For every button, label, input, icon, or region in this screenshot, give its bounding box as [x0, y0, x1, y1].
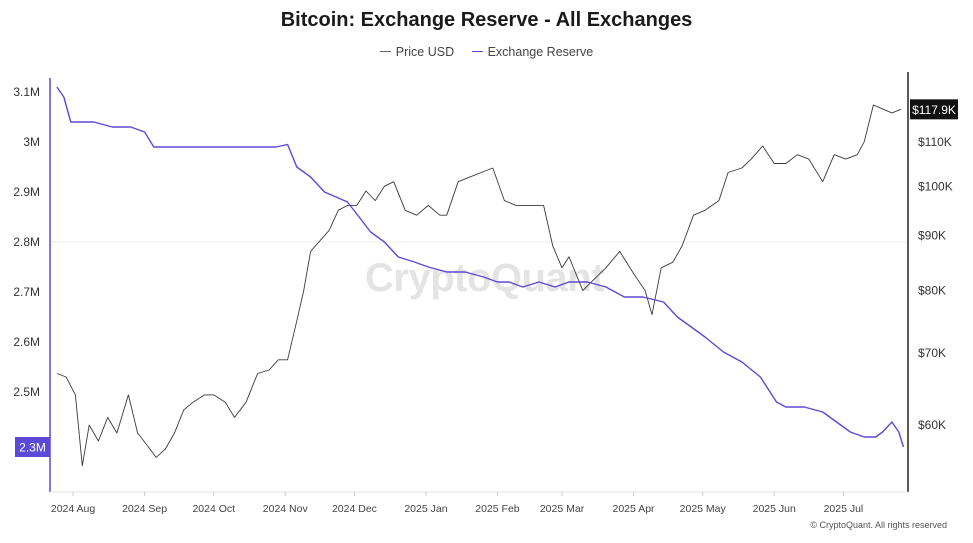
left-tick-label: 2.7M: [13, 285, 40, 299]
left-tick-label: 3M: [23, 135, 40, 149]
x-tick-label: 2024 Sep: [122, 503, 167, 515]
x-tick-label: 2025 May: [680, 503, 727, 515]
legend-label-price: Price USD: [395, 44, 455, 59]
price-current-badge: [910, 99, 958, 120]
x-tick-label: 2025 Jul: [824, 503, 864, 515]
chart-legend: Price USD Exchange Reserve: [0, 41, 973, 59]
reserve-current-badge: [15, 437, 50, 457]
left-tick-label: 2.8M: [13, 235, 40, 249]
right-tick-label: $60K: [918, 418, 946, 432]
x-tick-label: 2025 Feb: [475, 503, 520, 515]
right-tick-label: $110K: [918, 135, 952, 149]
left-tick-label: 3.1M: [13, 85, 40, 99]
left-tick-label: 2.6M: [13, 335, 40, 349]
x-tick-label: 2025 Jun: [753, 503, 796, 515]
right-tick-label: $100K: [918, 179, 953, 193]
x-tick-label: 2024 Nov: [263, 503, 309, 515]
x-tick-label: 2024 Dec: [332, 503, 377, 515]
legend-item-price[interactable]: Price USD: [379, 44, 455, 59]
x-tick-label: 2025 Jan: [404, 503, 447, 515]
price-usd-line: [56, 104, 902, 467]
legend-swatch-reserve: [471, 51, 483, 52]
right-tick-label: $90K: [918, 229, 946, 243]
legend-label-reserve: Exchange Reserve: [487, 44, 594, 59]
right-tick-label: $70K: [918, 346, 946, 360]
x-tick-label: 2025 Apr: [613, 503, 656, 515]
legend-swatch-price: [379, 51, 391, 52]
x-tick-label: 2024 Aug: [51, 503, 96, 515]
left-tick-label: 2.5M: [13, 385, 40, 399]
reserve-current-label: 2.3M: [19, 441, 46, 455]
exchange-reserve-line: [56, 86, 905, 448]
price-current-label: $117.9K: [912, 103, 956, 117]
x-tick-label: 2025 Mar: [540, 503, 585, 515]
legend-item-reserve[interactable]: Exchange Reserve: [471, 44, 594, 59]
chart-title: Bitcoin: Exchange Reserve - All Exchange…: [280, 9, 693, 31]
right-tick-label: $80K: [918, 284, 946, 298]
left-tick-label: 2.9M: [13, 185, 40, 199]
x-tick-label: 2024 Oct: [192, 503, 235, 515]
copyright-footer: © CryptoQuant. All rights reserved: [810, 520, 947, 530]
